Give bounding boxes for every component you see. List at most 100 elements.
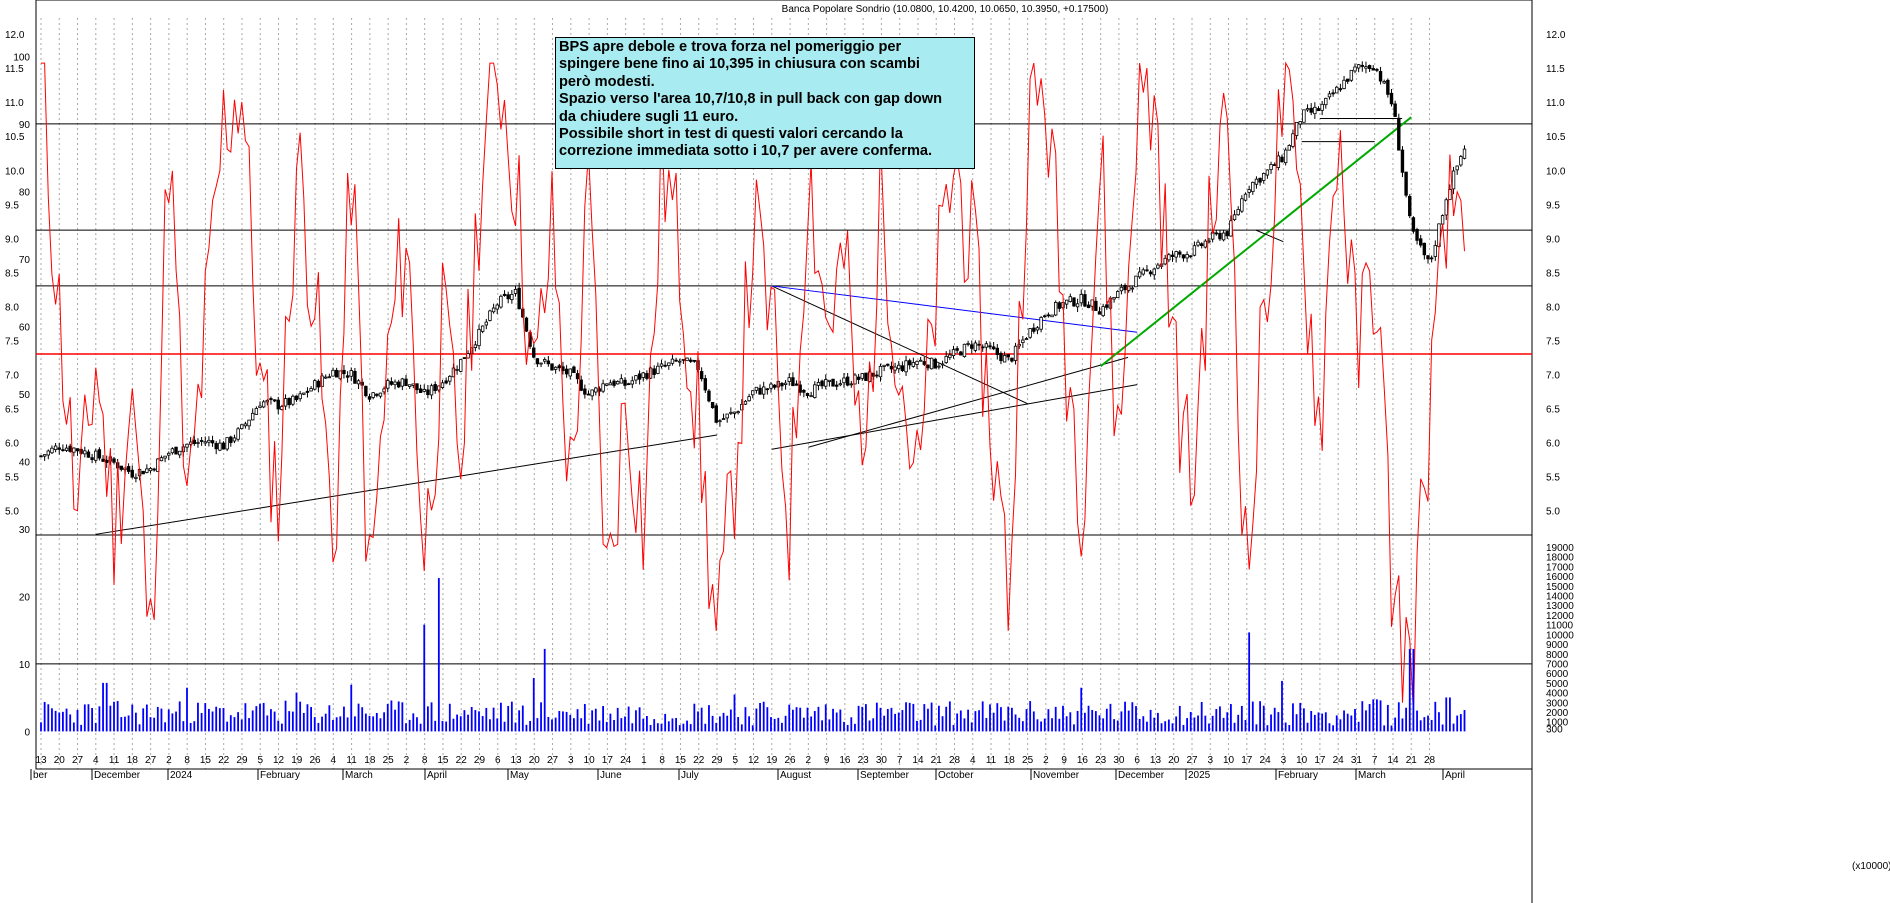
day-tick: 13 (510, 755, 522, 766)
candle-body (1064, 299, 1069, 305)
candle-body (1411, 217, 1416, 232)
volume-bar (171, 713, 174, 732)
candle-body (780, 383, 784, 387)
candle-body (1422, 242, 1427, 256)
day-tick: 12 (273, 755, 285, 766)
candle-body (1203, 240, 1208, 248)
candle-body (893, 366, 897, 371)
candle-body (984, 343, 989, 348)
candle-body (1137, 271, 1142, 278)
oscillator-tick: 30 (19, 525, 31, 536)
candle-body (1349, 69, 1354, 81)
volume-bar (824, 704, 827, 732)
volume-bar (551, 719, 553, 732)
volume-bar (1361, 701, 1364, 732)
candle-body (787, 377, 791, 382)
candle-body (1094, 300, 1098, 311)
volume-bar (1208, 723, 1210, 732)
volume-bar (76, 709, 79, 732)
volume-bar (1109, 703, 1112, 732)
volume-bar (948, 701, 951, 732)
candle-body (583, 388, 587, 395)
candle-body (517, 287, 521, 310)
volume-tick: 19000 (1546, 543, 1574, 554)
oscillator-tick: 70 (19, 255, 31, 266)
candle-body (524, 317, 529, 332)
volume-bar (1295, 714, 1298, 732)
volume-bar (1222, 717, 1225, 732)
volume-bar (532, 678, 535, 732)
volume-bar (1175, 716, 1178, 732)
candle-body (192, 439, 196, 445)
volume-bar (430, 702, 433, 732)
day-tick: 17 (1241, 755, 1253, 766)
candle-body (404, 378, 408, 386)
volume-bar (952, 724, 955, 732)
price-tick-right: 6.0 (1546, 438, 1560, 449)
candle-body (1262, 173, 1266, 181)
price-tick-right: 12.0 (1546, 30, 1566, 41)
candle-body (294, 395, 299, 401)
month-label: 2025 (1188, 770, 1211, 781)
volume-bar (1032, 711, 1035, 732)
volume-bar (485, 707, 488, 732)
day-tick: 10 (1296, 755, 1308, 766)
candle-body (1397, 117, 1401, 151)
volume-bar (266, 715, 269, 732)
volume-bar (573, 718, 575, 732)
volume-bar (113, 701, 115, 732)
day-tick: 1 (641, 755, 647, 766)
candle-body (762, 386, 766, 395)
day-tick: 15 (675, 755, 687, 766)
volume-bar (865, 704, 867, 732)
month-label: June (600, 770, 622, 781)
volume-bar (1149, 709, 1152, 732)
oscillator-line (41, 61, 1465, 713)
volume-bar (1328, 723, 1331, 732)
volume-bar (518, 710, 521, 732)
trendline (1100, 116, 1412, 368)
candle-body (1214, 232, 1218, 235)
volume-bar (386, 704, 389, 732)
volume-bar (489, 719, 491, 732)
volume-bar (521, 705, 524, 732)
volume-bar (255, 706, 258, 732)
candle-body (123, 467, 127, 471)
volume-tick: 13000 (1546, 601, 1574, 612)
volume-bar (434, 720, 437, 732)
candle-body (261, 401, 266, 408)
candle-body (145, 468, 149, 473)
volume-bar (1438, 712, 1440, 732)
volume-bar (1051, 718, 1053, 732)
volume-bar (996, 703, 999, 732)
volume-bar (1003, 720, 1006, 732)
volume-bar (781, 722, 783, 732)
day-tick: 29 (236, 755, 248, 766)
price-tick-left: 5.0 (5, 507, 19, 518)
volume-bar (883, 715, 886, 732)
volume-bar (375, 712, 378, 732)
volume-bar (1102, 718, 1105, 732)
price-tick-left: 12.0 (5, 30, 25, 41)
trendline (771, 285, 1138, 333)
volume-bar (992, 712, 995, 732)
volume-bar (686, 720, 688, 732)
volume-bar (755, 708, 758, 732)
volume-bar (1266, 725, 1269, 732)
candle-body (908, 360, 912, 366)
volume-bar (547, 716, 550, 732)
volume-bar (894, 713, 896, 732)
volume-bar (204, 703, 207, 732)
annotation-line: correzione immediata sotto i 10,7 per av… (559, 143, 933, 160)
candle-body (1338, 88, 1343, 91)
candle-body (798, 384, 802, 393)
volume-bar (270, 709, 272, 732)
candle-body (473, 344, 478, 348)
trendline (808, 356, 1129, 448)
candle-body (999, 352, 1003, 362)
volume-bar (945, 706, 948, 732)
volume-bar (525, 724, 528, 732)
candle-body (827, 379, 832, 382)
volume-bar (854, 723, 856, 732)
day-tick: 19 (766, 755, 778, 766)
